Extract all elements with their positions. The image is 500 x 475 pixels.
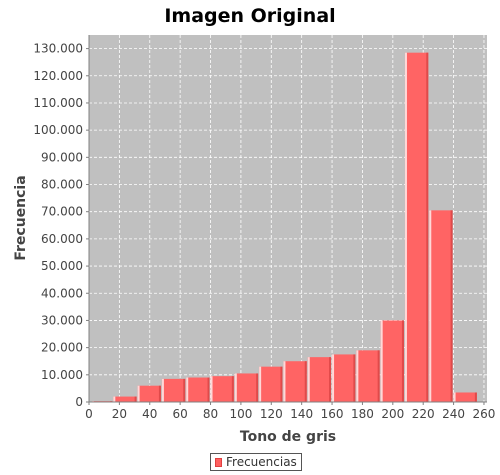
bar-highlight (259, 366, 262, 402)
bar-fill (137, 385, 161, 402)
bar-shade (401, 320, 404, 402)
histogram-bar (161, 378, 186, 402)
x-tick-label: 60 (173, 407, 188, 421)
histogram-bar (283, 361, 307, 402)
y-tick-label: 0 (75, 395, 83, 409)
x-axis-title: Tono de gris (240, 429, 336, 445)
y-tick-label: 130.000 (33, 42, 83, 56)
y-tick-label: 20.000 (41, 341, 83, 355)
bar-shade (353, 354, 356, 402)
bar-fill (307, 357, 332, 402)
bar-shade (231, 376, 234, 402)
bar-highlight (307, 357, 310, 402)
y-tick-label: 60.000 (41, 232, 83, 246)
bar-highlight (356, 350, 359, 402)
x-tick-label: 180 (351, 407, 374, 421)
y-tick-label: 90.000 (41, 150, 83, 164)
legend: Frecuencias (210, 453, 302, 471)
bar-shade (207, 377, 210, 402)
x-tick-label: 40 (142, 407, 157, 421)
bar-highlight (453, 392, 456, 402)
bar-fill (161, 378, 186, 402)
legend-label: Frecuencias (226, 455, 297, 469)
histogram-bar (380, 320, 404, 402)
histogram-bar (186, 377, 210, 402)
bar-shade (256, 373, 259, 402)
bar-fill (259, 366, 283, 402)
bar-shade (474, 392, 477, 402)
bar-fill (356, 350, 380, 402)
bar-fill (404, 52, 429, 402)
bar-shade (450, 210, 453, 402)
histogram-bar (137, 385, 161, 402)
bar-fill (380, 320, 404, 402)
bar-fill (113, 396, 137, 402)
bar-highlight (186, 377, 189, 402)
x-tick-label: 220 (412, 407, 435, 421)
bar-fill (234, 373, 259, 402)
y-tick-label: 120.000 (33, 69, 83, 83)
x-tick-label: 100 (229, 407, 252, 421)
bar-highlight (283, 361, 286, 402)
bar-highlight (113, 396, 116, 402)
bar-shade (134, 396, 137, 402)
bar-fill (332, 354, 356, 402)
x-tick-label: 120 (260, 407, 283, 421)
bar-fill (429, 210, 453, 402)
bar-fill (283, 361, 307, 402)
axes: 0 10.000 20.000 30.000 40.000 50.000 60.000 70.… (33, 35, 495, 421)
bar-shade (377, 350, 380, 402)
histogram-bar (404, 52, 429, 402)
x-tick-label: 80 (203, 407, 218, 421)
y-tick-label: 30.000 (41, 313, 83, 327)
bar-fill (186, 377, 210, 402)
y-axis-title: Frecuencia (13, 175, 29, 260)
bar-highlight (161, 378, 164, 402)
histogram-bar (234, 373, 259, 402)
bar-fill (210, 376, 234, 402)
histogram-bar (453, 392, 477, 402)
y-tick-label: 40.000 (41, 286, 83, 300)
bar-highlight (234, 373, 237, 402)
x-tick-label: 260 (473, 407, 496, 421)
histogram-bar (356, 350, 380, 402)
bar-highlight (380, 320, 383, 402)
bar-shade (183, 378, 186, 402)
bar-shade (158, 385, 161, 402)
histogram-bar (113, 396, 137, 402)
bars-group (92, 52, 477, 402)
bar-shade (329, 357, 332, 402)
bar-shade (304, 361, 307, 402)
bar-highlight (404, 52, 407, 402)
bar-shade (280, 366, 283, 402)
x-tick-label: 240 (442, 407, 465, 421)
histogram-bar (307, 357, 332, 402)
y-tick-label: 70.000 (41, 205, 83, 219)
chart-title: Imagen Original (164, 5, 335, 27)
x-tick-label: 20 (112, 407, 127, 421)
y-tick-label: 100.000 (33, 123, 83, 137)
bar-highlight (332, 354, 335, 402)
x-tick-label: 160 (321, 407, 344, 421)
legend-swatch (215, 457, 222, 467)
histogram-bar (429, 210, 453, 402)
bar-highlight (429, 210, 432, 402)
bar-fill (453, 392, 477, 402)
x-tick-label: 0 (85, 407, 93, 421)
y-tick-label: 10.000 (41, 368, 83, 382)
x-tick-label: 200 (381, 407, 404, 421)
histogram-bar (332, 354, 356, 402)
bar-shade (426, 52, 429, 402)
y-tick-label: 50.000 (41, 259, 83, 273)
bar-highlight (137, 385, 140, 402)
histogram-bar (259, 366, 283, 402)
bar-highlight (210, 376, 213, 402)
y-tick-label: 110.000 (33, 96, 83, 110)
y-tick-label: 80.000 (41, 178, 83, 192)
histogram-bar (210, 376, 234, 402)
x-tick-label: 140 (290, 407, 313, 421)
